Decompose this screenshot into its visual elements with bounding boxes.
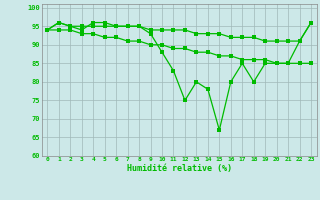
X-axis label: Humidité relative (%): Humidité relative (%): [127, 164, 232, 173]
